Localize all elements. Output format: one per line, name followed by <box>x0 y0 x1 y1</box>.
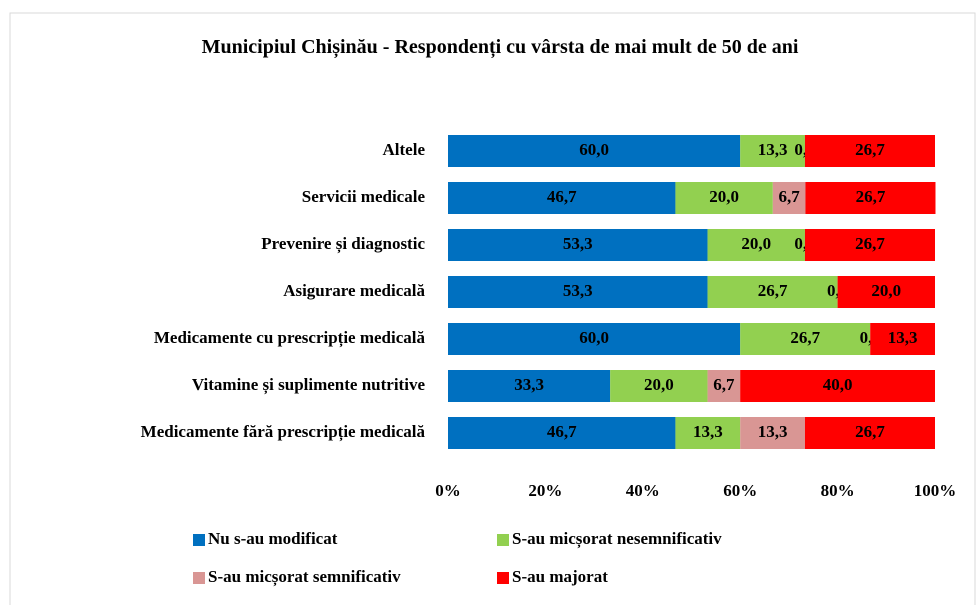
bar-segment <box>448 229 708 261</box>
data-label: 20,0 <box>741 234 771 253</box>
bar-segment <box>740 323 871 355</box>
data-label: 13,3 <box>693 422 723 441</box>
bar-segment <box>740 370 935 402</box>
bar-segment <box>448 276 708 308</box>
bar-segment <box>448 323 741 355</box>
data-label: 20,0 <box>644 375 674 394</box>
bar-segment <box>707 276 838 308</box>
bar-segment <box>675 182 773 214</box>
category-label: Servicii medicale <box>302 187 426 206</box>
category-label: Medicamente fără prescripție medicală <box>141 422 426 442</box>
x-tick-label: 100% <box>914 481 957 500</box>
legend-swatch <box>497 534 509 546</box>
data-label: 53,3 <box>563 234 593 253</box>
bar-segment <box>804 135 935 167</box>
data-label: 13,3 <box>888 328 918 347</box>
bar-segment <box>804 417 935 449</box>
data-label: 20,0 <box>871 281 901 300</box>
data-label: 26,7 <box>856 187 886 206</box>
bar-segment <box>740 135 805 167</box>
category-label: Asigurare medicală <box>283 281 425 300</box>
data-label: 60,0 <box>579 140 609 159</box>
bar-segment <box>707 229 805 261</box>
data-label: 26,7 <box>855 422 885 441</box>
data-label: 13,3 <box>758 140 788 159</box>
data-label: 20,0 <box>709 187 739 206</box>
x-tick-label: 40% <box>626 481 660 500</box>
bar-segment <box>610 370 708 402</box>
bar-segment <box>804 229 935 261</box>
category-label: Vitamine și suplimente nutritive <box>192 375 426 395</box>
data-label: 6,7 <box>713 375 735 394</box>
x-tick-label: 20% <box>528 481 562 500</box>
legend-swatch <box>193 534 205 546</box>
x-tick-label: 0% <box>435 481 461 500</box>
bar-segment <box>675 417 741 449</box>
bar-segment <box>870 323 935 355</box>
bar-segment <box>448 182 676 214</box>
data-label: 33,3 <box>514 375 544 394</box>
legend-swatch <box>497 572 509 584</box>
data-label: 46,7 <box>547 187 577 206</box>
legend-label: S-au micșorat semnificativ <box>208 567 401 587</box>
data-label: 40,0 <box>823 375 853 394</box>
data-label: 60,0 <box>579 328 609 347</box>
bar-segment <box>707 370 741 402</box>
x-tick-label: 80% <box>821 481 855 500</box>
legend-label: S-au micșorat nesemnificativ <box>512 529 722 549</box>
legend-label: Nu s-au modificat <box>208 529 338 548</box>
chart-title: Municipiul Chișinău - Respondenți cu vâr… <box>201 36 799 58</box>
bar-segment <box>772 182 806 214</box>
category-label: Altele <box>383 140 426 159</box>
data-label: 26,7 <box>855 140 885 159</box>
category-label: Medicamente cu prescripție medicală <box>154 328 426 348</box>
category-label: Prevenire și diagnostic <box>261 234 425 254</box>
legend-swatch <box>193 572 205 584</box>
data-label: 6,7 <box>779 187 801 206</box>
chart-border <box>9 12 976 605</box>
data-label: 13,3 <box>758 422 788 441</box>
bar-segment <box>448 417 676 449</box>
x-tick-label: 60% <box>723 481 757 500</box>
bar-segment <box>837 276 935 308</box>
data-label: 26,7 <box>790 328 820 347</box>
data-label: 53,3 <box>563 281 593 300</box>
bar-segment <box>448 370 611 402</box>
data-label: 46,7 <box>547 422 577 441</box>
bar-segment <box>740 417 805 449</box>
bar-segment <box>448 135 741 167</box>
legend-label: S-au majorat <box>512 567 608 586</box>
data-label: 26,7 <box>855 234 885 253</box>
data-label: 26,7 <box>758 281 788 300</box>
bar-segment <box>805 182 936 214</box>
